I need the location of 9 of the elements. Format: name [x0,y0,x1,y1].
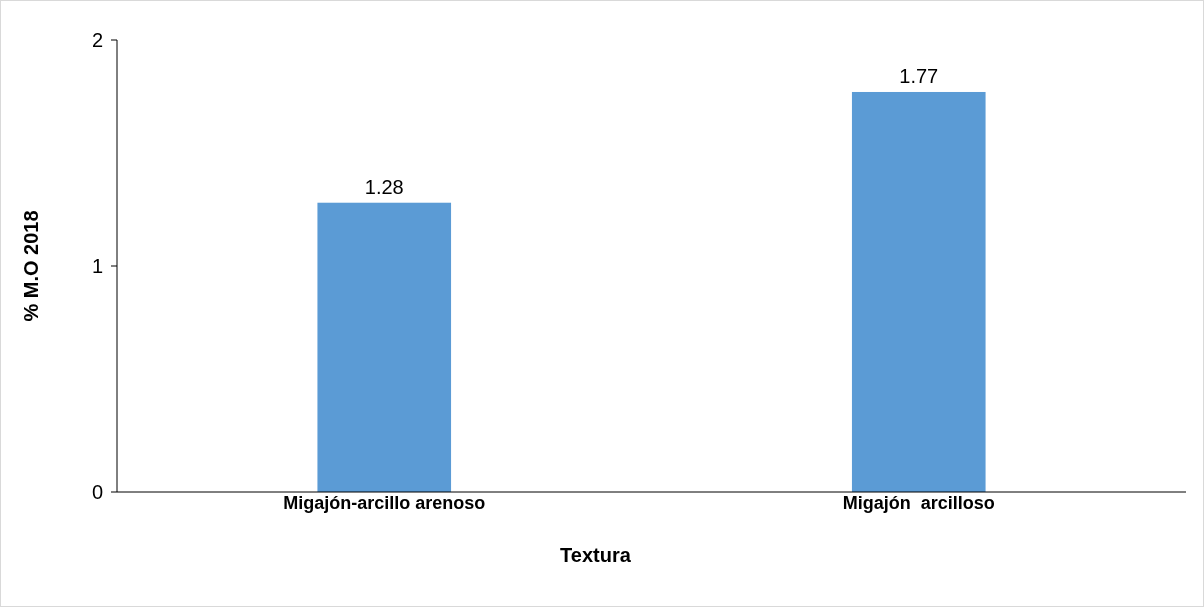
y-tick-label: 2 [91,29,103,51]
data-label: 1.77 [899,64,939,87]
y-tick-label: 1 [91,255,103,277]
data-label: 1.28 [364,175,404,198]
x-axis-title: Textura [560,544,632,566]
x-tick-label: Migajón arcilloso [842,493,995,513]
y-axis-title: % M.O 2018 [20,210,42,322]
x-tick-label: Migajón-arcillo arenoso [283,493,486,513]
y-tick-label: 0 [91,481,103,503]
